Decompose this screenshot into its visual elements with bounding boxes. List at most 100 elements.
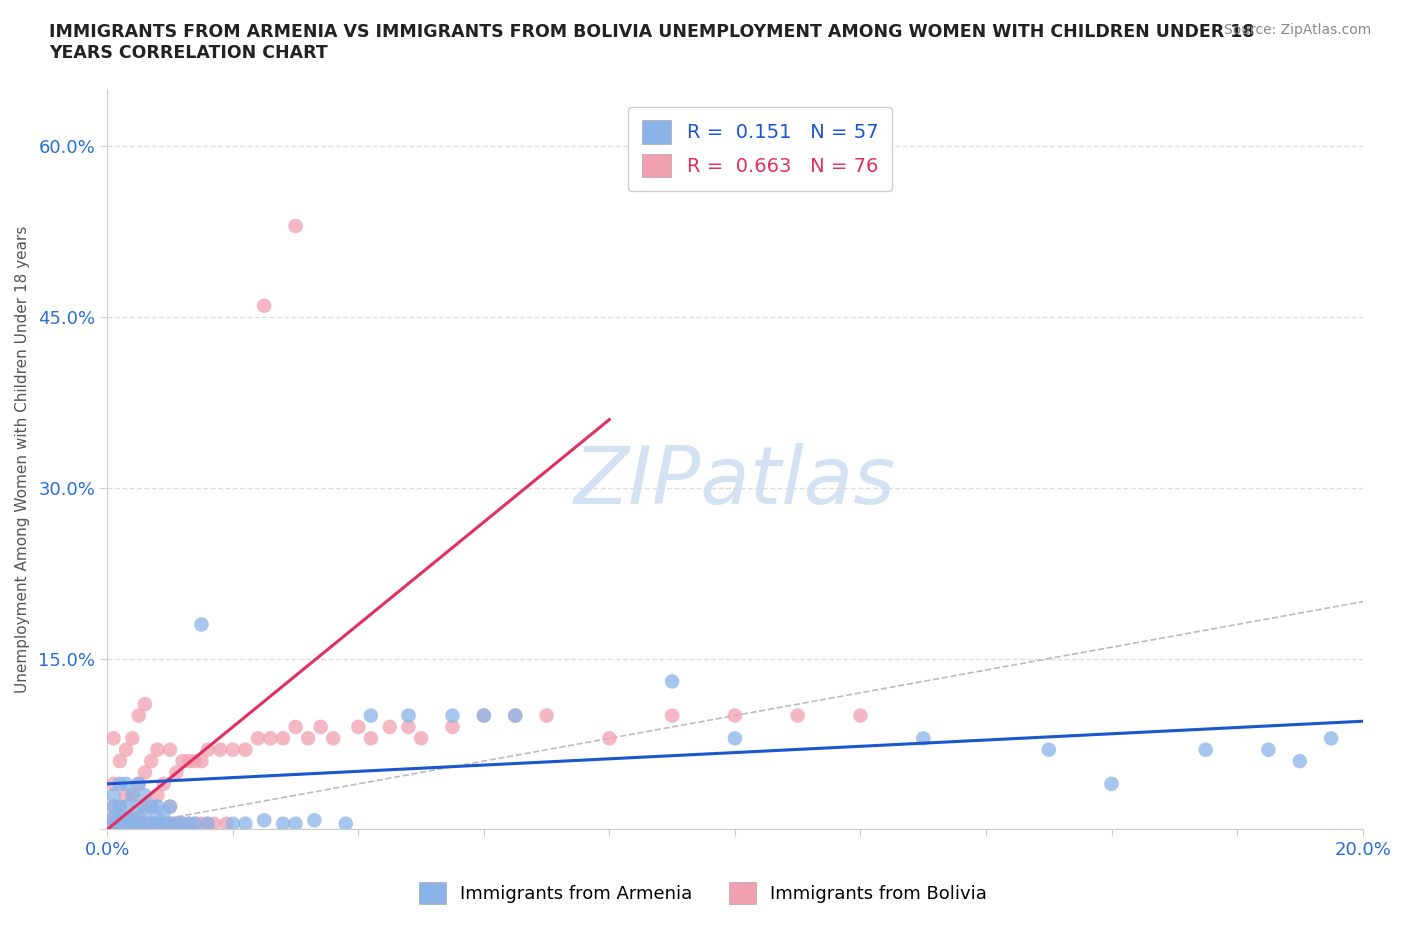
Point xyxy=(284,817,307,831)
Point xyxy=(115,811,138,826)
Point xyxy=(661,674,683,689)
Point xyxy=(190,617,212,631)
Point xyxy=(128,777,150,791)
Point xyxy=(115,788,138,803)
Point xyxy=(103,777,125,791)
Point xyxy=(197,742,219,757)
Point xyxy=(146,799,169,814)
Point xyxy=(121,811,143,826)
Point xyxy=(172,817,194,831)
Point xyxy=(146,811,169,826)
Point xyxy=(103,788,125,803)
Point xyxy=(233,742,256,757)
Point xyxy=(222,817,245,831)
Point xyxy=(165,817,187,831)
Point xyxy=(441,720,464,735)
Point xyxy=(103,799,125,814)
Point xyxy=(165,765,187,780)
Text: IMMIGRANTS FROM ARMENIA VS IMMIGRANTS FROM BOLIVIA UNEMPLOYMENT AMONG WOMEN WITH: IMMIGRANTS FROM ARMENIA VS IMMIGRANTS FR… xyxy=(49,23,1254,62)
Point xyxy=(409,731,432,746)
Point xyxy=(134,817,156,831)
Point xyxy=(360,708,382,723)
Point xyxy=(146,817,169,831)
Point xyxy=(297,731,319,746)
Point xyxy=(190,817,212,831)
Point xyxy=(253,299,276,313)
Text: Source: ZipAtlas.com: Source: ZipAtlas.com xyxy=(1223,23,1371,37)
Point xyxy=(121,817,143,831)
Point xyxy=(172,817,194,831)
Point xyxy=(108,811,131,826)
Legend: R =  0.151   N = 57, R =  0.663   N = 76: R = 0.151 N = 57, R = 0.663 N = 76 xyxy=(628,107,891,191)
Point xyxy=(152,804,174,819)
Point xyxy=(134,817,156,831)
Point xyxy=(912,731,935,746)
Point xyxy=(197,817,219,831)
Point xyxy=(108,817,131,831)
Point xyxy=(159,817,181,831)
Point xyxy=(598,731,620,746)
Point xyxy=(121,788,143,803)
Point xyxy=(536,708,558,723)
Point xyxy=(108,777,131,791)
Point xyxy=(108,817,131,831)
Point xyxy=(184,817,207,831)
Point xyxy=(1101,777,1123,791)
Point xyxy=(398,708,420,723)
Point xyxy=(128,817,150,831)
Point xyxy=(103,731,125,746)
Point xyxy=(134,804,156,819)
Point xyxy=(209,742,232,757)
Point xyxy=(146,788,169,803)
Point xyxy=(152,777,174,791)
Point xyxy=(233,817,256,831)
Legend: Immigrants from Armenia, Immigrants from Bolivia: Immigrants from Armenia, Immigrants from… xyxy=(412,875,994,911)
Point xyxy=(134,788,156,803)
Point xyxy=(1038,742,1060,757)
Point xyxy=(360,731,382,746)
Point xyxy=(103,799,125,814)
Y-axis label: Unemployment Among Women with Children Under 18 years: Unemployment Among Women with Children U… xyxy=(15,226,30,693)
Point xyxy=(503,708,526,723)
Point xyxy=(177,817,200,831)
Point xyxy=(304,813,326,828)
Point xyxy=(259,731,281,746)
Point xyxy=(152,817,174,831)
Point xyxy=(184,817,207,831)
Point xyxy=(786,708,808,723)
Point xyxy=(190,753,212,768)
Point xyxy=(661,708,683,723)
Point xyxy=(108,753,131,768)
Point xyxy=(115,817,138,831)
Point xyxy=(128,708,150,723)
Point xyxy=(108,811,131,826)
Point xyxy=(849,708,872,723)
Point xyxy=(159,799,181,814)
Point xyxy=(103,811,125,826)
Point xyxy=(322,731,344,746)
Point xyxy=(134,697,156,711)
Point xyxy=(103,817,125,831)
Point xyxy=(128,811,150,826)
Point xyxy=(115,799,138,814)
Point xyxy=(472,708,495,723)
Point xyxy=(202,817,225,831)
Point xyxy=(121,788,143,803)
Point xyxy=(103,811,125,826)
Point xyxy=(121,811,143,826)
Point xyxy=(246,731,269,746)
Point xyxy=(378,720,401,735)
Point xyxy=(1257,742,1279,757)
Point xyxy=(503,708,526,723)
Point xyxy=(115,742,138,757)
Point xyxy=(215,817,238,831)
Point xyxy=(134,799,156,814)
Point xyxy=(222,742,245,757)
Point xyxy=(177,753,200,768)
Point xyxy=(146,817,169,831)
Point xyxy=(141,799,163,814)
Point xyxy=(115,817,138,831)
Point xyxy=(134,765,156,780)
Point xyxy=(128,817,150,831)
Point xyxy=(284,219,307,233)
